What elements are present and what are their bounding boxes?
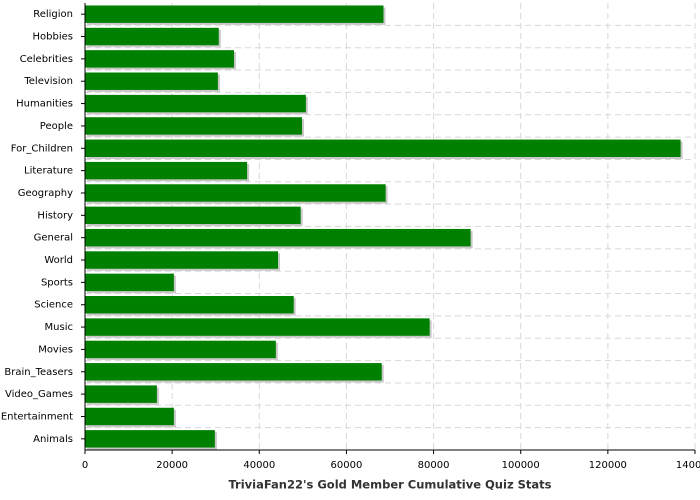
bar: [85, 430, 215, 448]
x-tick-label: 20000: [156, 460, 188, 471]
y-tick-label: Sports: [41, 277, 73, 288]
x-tick-label: 120000: [589, 460, 627, 471]
y-tick-label: Movies: [38, 344, 73, 355]
y-tick-label: Television: [23, 76, 73, 87]
y-tick-label: History: [37, 210, 73, 221]
y-tick-label: Religion: [33, 9, 73, 20]
x-tick-label: 0: [82, 460, 88, 471]
bar: [85, 318, 430, 336]
bar: [85, 273, 174, 292]
bar: [85, 161, 248, 180]
bar: [85, 5, 384, 23]
y-tick-label: Humanities: [16, 99, 73, 110]
bar: [85, 340, 276, 359]
bar: [85, 94, 306, 113]
y-tick-label: Literature: [24, 166, 73, 177]
y-tick-label: Video_Games: [5, 389, 73, 400]
y-tick-label: Celebrities: [20, 54, 73, 65]
x-tick-label: 100000: [502, 460, 540, 471]
y-tick-label: Science: [34, 300, 73, 311]
bar: [85, 139, 681, 157]
bar: [85, 27, 219, 46]
y-tick-label: World: [44, 255, 73, 266]
x-tick-label: 60000: [331, 460, 363, 471]
y-tick-label: Brain_Teasers: [4, 367, 73, 378]
y-tick-label: People: [40, 121, 73, 132]
y-tick-label: Hobbies: [33, 32, 73, 43]
bar: [85, 117, 302, 135]
y-tick-label: Music: [45, 322, 73, 333]
bar: [85, 407, 174, 426]
bar: [85, 363, 382, 381]
bar: [85, 251, 279, 269]
bar: [85, 228, 471, 247]
y-tick-label: Animals: [33, 434, 73, 445]
y-tick-label: Entertainment: [1, 411, 73, 422]
y-tick-label: General: [34, 233, 73, 244]
bar: [85, 50, 235, 68]
x-axis-label: TriviaFan22's Gold Member Cumulative Qui…: [228, 478, 551, 492]
bar: [85, 206, 301, 225]
y-tick-label: For_Children: [11, 143, 73, 154]
bar: [85, 385, 157, 403]
x-tick-label: 140000: [676, 460, 700, 471]
bar: [85, 72, 218, 90]
x-tick-label: 40000: [243, 460, 275, 471]
y-tick-label: Geography: [18, 188, 73, 199]
bar: [85, 184, 386, 202]
x-tick-label: 80000: [418, 460, 450, 471]
bar: [85, 296, 294, 314]
